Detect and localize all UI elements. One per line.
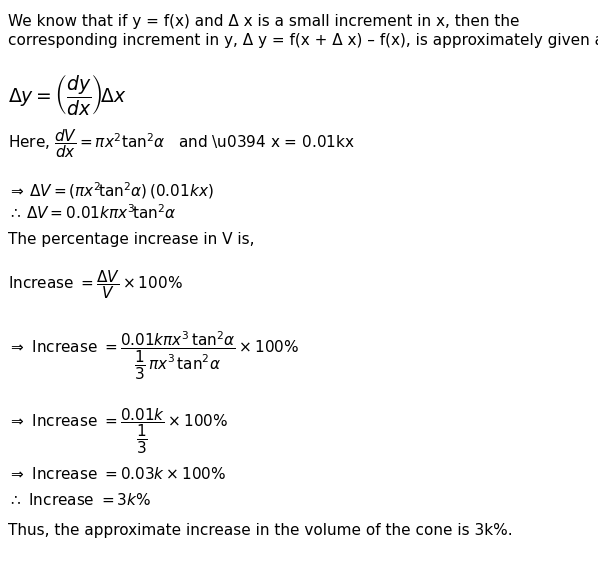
Text: Thus, the approximate increase in the volume of the cone is 3k%.: Thus, the approximate increase in the vo… bbox=[8, 523, 512, 538]
Text: $\Rightarrow$ Increase $= \dfrac{0.01k\pi x^3\,\tan^2\!\alpha}{\dfrac{1}{3}\,\pi: $\Rightarrow$ Increase $= \dfrac{0.01k\p… bbox=[8, 330, 300, 382]
Text: We know that if y = f(x) and Δ x is a small increment in x, then the: We know that if y = f(x) and Δ x is a sm… bbox=[8, 14, 520, 29]
Text: $\therefore$ Increase $= 3k\%$: $\therefore$ Increase $= 3k\%$ bbox=[8, 492, 151, 508]
Text: $\therefore\,\Delta V = 0.01k\pi x^3\!\tan^2\!\alpha$: $\therefore\,\Delta V = 0.01k\pi x^3\!\t… bbox=[8, 203, 176, 222]
Text: $\Delta y = \left(\dfrac{dy}{dx}\right)\!\Delta x$: $\Delta y = \left(\dfrac{dy}{dx}\right)\… bbox=[8, 72, 127, 117]
Text: $\Rightarrow$ Increase $= 0.03k \times 100\%$: $\Rightarrow$ Increase $= 0.03k \times 1… bbox=[8, 466, 227, 482]
Text: Here, $\dfrac{dV}{dx} = \pi x^2 \tan^2\!\alpha$   and \u0394 x = 0.01kx: Here, $\dfrac{dV}{dx} = \pi x^2 \tan^2\!… bbox=[8, 127, 355, 160]
Text: corresponding increment in y, Δ y = f(x + Δ x) – f(x), is approximately given as: corresponding increment in y, Δ y = f(x … bbox=[8, 33, 598, 48]
Text: The percentage increase in V is,: The percentage increase in V is, bbox=[8, 232, 255, 247]
Text: Increase $= \dfrac{{\Delta V}}{{V}} \times 100\%$: Increase $= \dfrac{{\Delta V}}{{V}} \tim… bbox=[8, 268, 183, 301]
Text: $\Rightarrow\,\Delta V = (\pi x^2\!\tan^2\!\alpha)\,(0.01kx)$: $\Rightarrow\,\Delta V = (\pi x^2\!\tan^… bbox=[8, 180, 213, 200]
Text: $\Rightarrow$ Increase $= \dfrac{0.01k}{\dfrac{1}{3}} \times 100\%$: $\Rightarrow$ Increase $= \dfrac{0.01k}{… bbox=[8, 406, 228, 456]
